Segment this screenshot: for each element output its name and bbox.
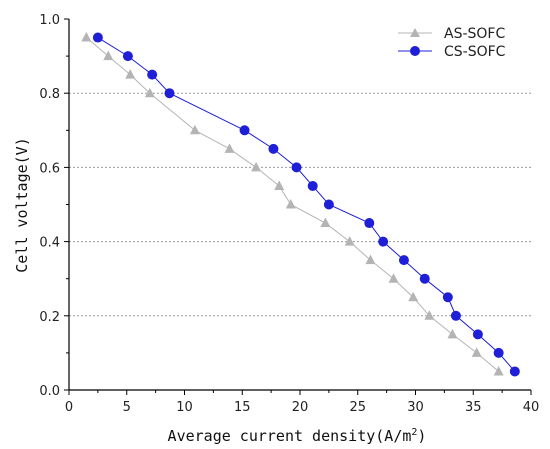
y-axis-title: Cell voltage(V) (13, 137, 31, 272)
data-point-as-sofc (320, 217, 331, 228)
data-point-cs-sofc (442, 292, 453, 303)
legend-marker-as-sofc (410, 28, 420, 37)
data-point-as-sofc (274, 180, 285, 190)
series-cs-sofc (92, 32, 520, 377)
y-tick-label: 0.6 (39, 161, 60, 176)
data-point-cs-sofc (419, 273, 430, 284)
data-point-as-sofc (81, 32, 92, 42)
x-axis-title-suffix: ) (417, 427, 426, 445)
legend: AS-SOFC CS-SOFC (398, 26, 506, 60)
y-tick-label: 0.4 (39, 236, 60, 251)
y-tick-label: 1.0 (39, 13, 60, 28)
data-point-cs-sofc (472, 329, 483, 340)
ticks: 0.0 0.2 0.4 0.6 0.8 1.0 0 5 10 15 20 25 30 35 40 (39, 13, 539, 415)
data-point-as-sofc (103, 50, 114, 61)
legend-label-cs-sofc: CS-SOFC (444, 44, 506, 60)
data-point-cs-sofc (307, 180, 318, 191)
legend-item-cs-sofc: CS-SOFC (398, 44, 506, 60)
data-point-cs-sofc (92, 32, 103, 43)
x-tick-label: 15 (234, 400, 251, 415)
data-point-as-sofc (251, 161, 262, 172)
data-point-cs-sofc (364, 218, 375, 229)
data-point-as-sofc (388, 273, 399, 283)
x-tick-label: 30 (407, 400, 424, 415)
x-tick-label: 0 (65, 400, 73, 415)
data-point-as-sofc (224, 143, 235, 153)
data-point-as-sofc (493, 365, 504, 376)
grid-lines (69, 92, 531, 317)
y-tick-label: 0.8 (39, 87, 60, 102)
data-point-as-sofc (447, 328, 458, 339)
data-point-cs-sofc (291, 162, 302, 173)
series-as-sofc (81, 32, 504, 376)
data-point-cs-sofc (378, 236, 389, 247)
data-point-cs-sofc (164, 88, 175, 99)
x-tick-label: 10 (176, 400, 193, 415)
data-point-cs-sofc (239, 125, 250, 136)
y-tick-label: 0.2 (39, 310, 60, 325)
data-point-as-sofc (344, 236, 355, 246)
data-point-cs-sofc (493, 347, 504, 358)
x-axis-title-main: Average current density(A/m (168, 427, 412, 445)
data-point-as-sofc (144, 87, 155, 98)
data-point-as-sofc (365, 254, 376, 265)
legend-marker-cs-sofc (410, 46, 420, 56)
x-tick-label: 20 (292, 400, 309, 415)
x-tick-label: 40 (523, 400, 540, 415)
data-point-cs-sofc (398, 255, 409, 266)
axes (68, 19, 531, 391)
data-point-as-sofc (125, 69, 136, 79)
plot-series (81, 32, 520, 377)
data-point-as-sofc (471, 347, 482, 357)
x-axis-title: Average current density(A/m2) (168, 427, 427, 445)
data-point-as-sofc (189, 124, 200, 135)
data-point-cs-sofc (323, 199, 334, 210)
x-axis-title-superscript: 2 (411, 427, 417, 438)
data-point-as-sofc (408, 291, 419, 302)
data-point-cs-sofc (509, 366, 520, 377)
y-tick-label: 0.0 (39, 384, 60, 399)
legend-item-as-sofc: AS-SOFC (398, 26, 505, 42)
legend-label-as-sofc: AS-SOFC (444, 26, 505, 42)
data-point-as-sofc (424, 310, 435, 320)
data-point-cs-sofc (147, 69, 158, 80)
x-tick-label: 35 (465, 400, 482, 415)
series-line-cs-sofc (97, 37, 516, 372)
data-point-as-sofc (285, 199, 296, 209)
x-tick-label: 5 (123, 400, 131, 415)
data-point-cs-sofc (268, 143, 279, 154)
data-point-cs-sofc (122, 51, 133, 62)
data-point-cs-sofc (450, 310, 461, 321)
x-tick-label: 25 (349, 400, 366, 415)
